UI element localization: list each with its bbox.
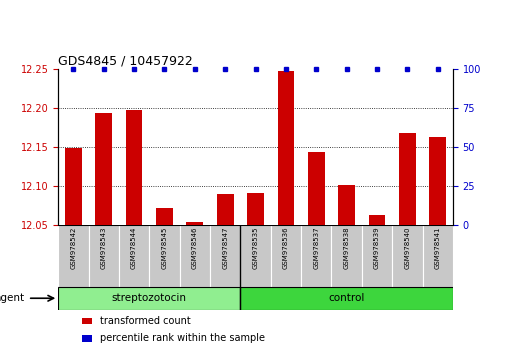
Text: GSM978545: GSM978545 — [161, 227, 167, 269]
Text: GSM978544: GSM978544 — [131, 227, 137, 269]
Text: transformed count: transformed count — [99, 316, 190, 326]
Text: agent: agent — [0, 293, 25, 303]
Bar — [82, 318, 91, 324]
Text: control: control — [328, 293, 364, 303]
Bar — [368, 215, 385, 225]
Text: GSM978537: GSM978537 — [313, 227, 319, 269]
Bar — [391, 225, 422, 287]
Text: GSM978538: GSM978538 — [343, 227, 349, 269]
Bar — [65, 148, 82, 225]
Bar — [337, 185, 355, 225]
Bar — [361, 225, 391, 287]
Bar — [126, 109, 142, 225]
Bar — [270, 225, 300, 287]
Bar — [149, 225, 179, 287]
Text: GSM978536: GSM978536 — [282, 227, 288, 269]
Bar — [300, 225, 331, 287]
Bar — [429, 137, 445, 225]
Bar — [422, 225, 452, 287]
Text: GSM978546: GSM978546 — [191, 227, 197, 269]
Bar — [156, 208, 173, 225]
Bar — [217, 194, 233, 225]
Bar — [210, 225, 240, 287]
Text: streptozotocin: streptozotocin — [112, 293, 186, 303]
Bar — [277, 70, 294, 225]
Text: GDS4845 / 10457922: GDS4845 / 10457922 — [58, 55, 192, 68]
Bar — [240, 287, 452, 310]
Bar — [95, 113, 112, 225]
Bar — [247, 193, 264, 225]
Bar — [58, 225, 88, 287]
Text: GSM978547: GSM978547 — [222, 227, 228, 269]
Bar — [331, 225, 361, 287]
Bar — [82, 335, 91, 342]
Bar — [88, 225, 119, 287]
Bar — [179, 225, 210, 287]
Text: GSM978543: GSM978543 — [100, 227, 107, 269]
Bar — [119, 225, 149, 287]
Text: percentile rank within the sample: percentile rank within the sample — [99, 333, 264, 343]
Bar — [398, 133, 415, 225]
Bar — [58, 287, 240, 310]
Text: GSM978542: GSM978542 — [70, 227, 76, 269]
Text: GSM978541: GSM978541 — [434, 227, 440, 269]
Bar — [240, 225, 270, 287]
Bar — [186, 222, 203, 225]
Text: GSM978539: GSM978539 — [373, 227, 379, 269]
Bar — [307, 152, 324, 225]
Text: GSM978540: GSM978540 — [403, 227, 410, 269]
Text: GSM978535: GSM978535 — [252, 227, 258, 269]
